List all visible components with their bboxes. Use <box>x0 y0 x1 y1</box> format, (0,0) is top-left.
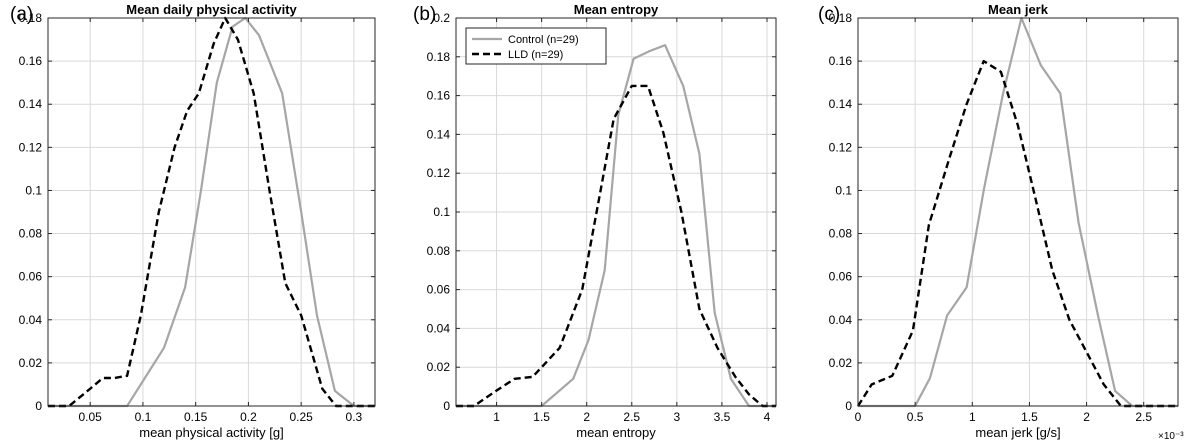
y-tick-label: 0.1 <box>835 183 852 197</box>
x-tick-label: 1 <box>969 410 976 424</box>
y-tick-label: 0 <box>845 399 852 413</box>
y-tick-label: 0.14 <box>829 97 853 111</box>
series-line-lld <box>456 84 776 408</box>
panel-letter: (a) <box>10 4 33 25</box>
y-tick-label: 0 <box>443 399 450 413</box>
series-line-lld <box>856 59 1178 408</box>
x-tick-label: 0.25 <box>289 410 313 424</box>
legend-box <box>465 27 607 65</box>
legend-label: Control (n=29) <box>508 34 579 46</box>
panel-letter: (b) <box>413 4 436 25</box>
x-tick-label: 0.15 <box>184 410 208 424</box>
series-line-control <box>456 44 776 408</box>
y-tick-label: 0.06 <box>829 270 853 284</box>
axis-box <box>857 17 1179 407</box>
y-tick-label: 0.12 <box>427 166 451 180</box>
x-axis-label: mean physical activity [g] <box>139 425 284 440</box>
x-tick-label: 0.3 <box>346 410 363 424</box>
y-tick-label: 0 <box>35 399 42 413</box>
y-tick-label: 0.2 <box>433 11 450 25</box>
panel-title: Mean entropy <box>574 2 659 17</box>
legend: Control (n=29) LLD (n=29) <box>465 27 607 65</box>
axis-box <box>47 17 376 407</box>
x-tick-label: 3 <box>674 410 681 424</box>
y-tick-label: 0.16 <box>427 89 451 103</box>
x-tick-label: 0 <box>855 410 862 424</box>
y-tick-label: 0.06 <box>19 270 43 284</box>
panel-b: 1 1.5 2 2.5 3 3.5 4 0 0.02 0.04 0.06 0.08 0.1 0.12 0.1… <box>413 2 777 440</box>
y-tick-label: 0.04 <box>427 321 451 335</box>
panel-a: 0.05 0.1 0.15 0.2 0.25 0.3 0 0.02 0.04 0.06 0.08 0.… <box>10 2 376 440</box>
x-tick-label: 1.5 <box>533 410 550 424</box>
x-tick-label: 0.05 <box>79 410 103 424</box>
y-tick-label: 0.14 <box>427 127 451 141</box>
y-tick-label: 0.14 <box>19 97 43 111</box>
panel-title: Mean daily physical activity <box>126 2 297 17</box>
x-tick-label: 0.5 <box>907 410 924 424</box>
x-tick-label: 1.5 <box>1021 410 1038 424</box>
panel-title: Mean jerk <box>988 2 1049 17</box>
y-tick-label: 0.04 <box>829 313 853 327</box>
y-tick-label: 0.16 <box>829 54 853 68</box>
x-exponent-label: ×10⁻³ <box>1158 431 1184 442</box>
legend-label: LLD (n=29) <box>508 49 563 61</box>
x-tick-label: 2 <box>583 410 590 424</box>
y-tick-label: 0.12 <box>19 140 43 154</box>
panel-c: 0 0.5 1 1.5 2 2.5 0 0.02 0.04 0.06 0.08 0.1 0.12 0.14… <box>818 2 1184 442</box>
y-tick-label: 0.18 <box>427 50 451 64</box>
x-tick-label: 4 <box>764 410 771 424</box>
x-tick-label: 2.5 <box>1135 410 1152 424</box>
x-axis-label: mean entropy <box>576 425 656 440</box>
y-tick-label: 0.16 <box>19 54 43 68</box>
panel-letter: (c) <box>818 4 840 25</box>
x-tick-label: 0.1 <box>135 410 152 424</box>
x-tick-label: 2.5 <box>623 410 640 424</box>
y-tick-label: 0.08 <box>19 227 43 241</box>
y-tick-label: 0.08 <box>829 227 853 241</box>
y-tick-label: 0.18 <box>829 11 853 25</box>
y-tick-label: 0.02 <box>829 356 853 370</box>
x-tick-label: 3.5 <box>714 410 731 424</box>
y-tick-label: 0.12 <box>829 140 853 154</box>
y-tick-label: 0.18 <box>19 11 43 25</box>
y-tick-label: 0.04 <box>19 313 43 327</box>
y-tick-label: 0.1 <box>25 183 42 197</box>
y-tick-label: 0.1 <box>433 205 450 219</box>
series-line-lld <box>48 16 375 408</box>
x-tick-label: 0.2 <box>240 410 257 424</box>
y-tick-label: 0.02 <box>427 360 451 374</box>
y-tick-label: 0.08 <box>427 244 451 258</box>
x-axis-label: mean jerk [g/s] <box>975 425 1060 440</box>
y-tick-label: 0.02 <box>19 356 43 370</box>
x-tick-label: 2 <box>1083 410 1090 424</box>
x-tick-label: 1 <box>493 410 500 424</box>
y-tick-label: 0.06 <box>427 283 451 297</box>
series-line-control <box>48 16 375 408</box>
